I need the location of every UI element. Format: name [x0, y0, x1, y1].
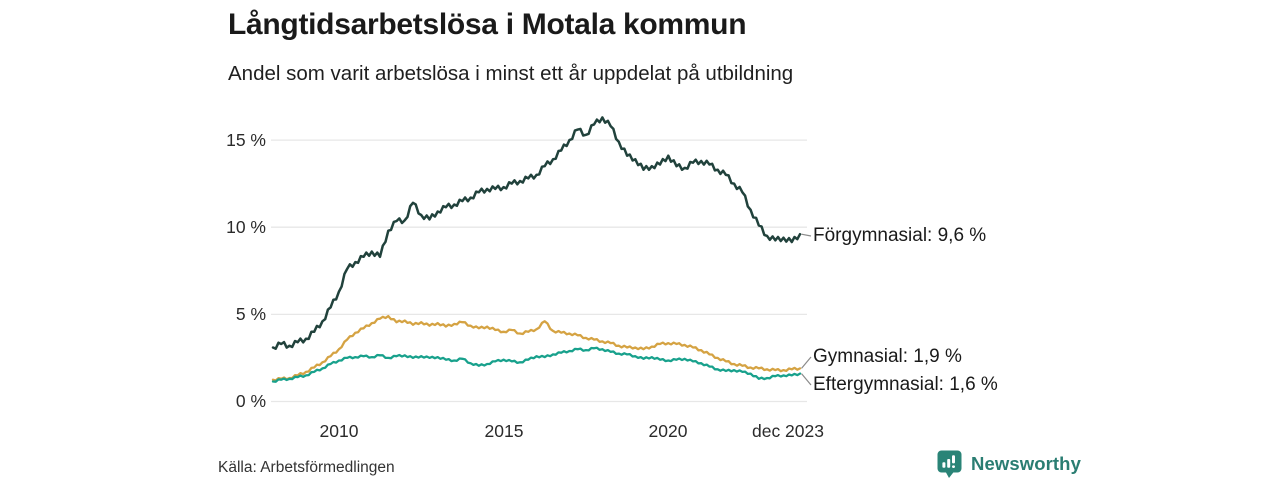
label-connector-förgymnasial: [801, 233, 812, 237]
y-tick-10: 10 %: [226, 217, 266, 237]
series-label-gymnasial: Gymnasial: 1,9 %: [813, 346, 962, 367]
x-tick-2010: 2010: [319, 421, 359, 441]
chart-title: Långtidsarbetslösa i Motala kommun: [228, 8, 747, 41]
label-connector-eftergymnasial: [801, 373, 812, 386]
series-label-forgymnasial: Förgymnasial: 9,6 %: [813, 225, 987, 246]
series-line-gymnasial: [271, 314, 802, 382]
x-tick-dec-2023: dec 2023: [751, 421, 824, 441]
y-tick-15: 15 %: [226, 130, 266, 150]
logo-text: Newsworthy: [971, 453, 1081, 474]
chart-subtitle: Andel som varit arbetslösa i minst ett å…: [228, 62, 794, 85]
y-tick-0: 0 %: [235, 391, 266, 411]
x-tick-2015: 2015: [484, 421, 524, 441]
y-tick-5: 5 %: [235, 304, 266, 324]
bar-chart-bubble-icon: [937, 450, 962, 478]
series-label-eftergymnasial: Eftergymnasial: 1,6 %: [813, 374, 998, 395]
source-attribution: Källa: Arbetsförmedlingen: [218, 459, 395, 476]
label-connector-gymnasial: [801, 356, 812, 369]
series-line-eftergymnasial: [271, 346, 802, 383]
series-line-förgymnasial: [271, 116, 802, 350]
x-tick-2020: 2020: [648, 421, 688, 441]
newsworthy-logo: Newsworthy: [936, 449, 1081, 479]
